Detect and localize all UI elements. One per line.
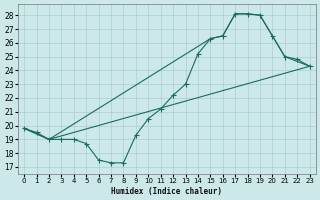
X-axis label: Humidex (Indice chaleur): Humidex (Indice chaleur) (111, 187, 222, 196)
